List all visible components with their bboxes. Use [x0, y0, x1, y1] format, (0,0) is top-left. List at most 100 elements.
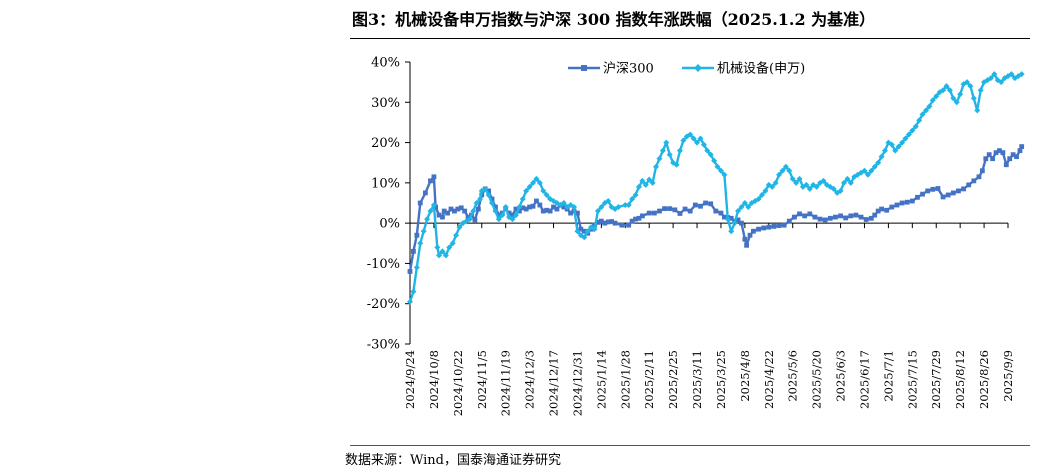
data-point [455, 206, 461, 212]
legend-marker [694, 64, 702, 72]
data-point [540, 187, 547, 194]
data-point [786, 218, 792, 224]
data-point [714, 163, 721, 170]
data-point [462, 208, 468, 214]
data-point [682, 206, 688, 212]
data-point [868, 215, 874, 221]
data-point [792, 214, 797, 220]
data-point [633, 216, 638, 222]
data-point [619, 222, 625, 228]
data-point [470, 208, 477, 215]
data-point [922, 107, 929, 114]
x-tick-label: 2025/1/28 [618, 350, 632, 409]
data-point [920, 191, 925, 197]
data-point [513, 206, 519, 212]
y-tick-label: 10% [371, 176, 400, 191]
x-tick-label: 2024/11/19 [499, 350, 513, 416]
data-point [615, 204, 622, 211]
data-point [602, 220, 608, 226]
series-hs300 [407, 144, 1025, 274]
y-tick-label: -10% [367, 257, 400, 272]
data-point [756, 226, 761, 232]
data-point [711, 157, 718, 164]
data-point [735, 208, 742, 215]
data-point [721, 214, 727, 220]
data-point [926, 103, 933, 110]
data-point [407, 298, 413, 305]
data-point [904, 199, 910, 205]
data-point [482, 185, 489, 192]
data-point [963, 79, 970, 86]
data-point [612, 220, 618, 226]
data-point [843, 215, 849, 221]
data-point [878, 153, 885, 160]
data-point [881, 147, 888, 154]
data-point [848, 213, 854, 219]
data-point [986, 152, 992, 158]
data-point [997, 148, 1002, 154]
y-tick-label: 30% [371, 96, 400, 111]
data-point [441, 208, 447, 214]
data-point [677, 211, 683, 216]
data-point [892, 147, 899, 154]
legend-marker [581, 65, 587, 71]
data-point [446, 244, 453, 251]
data-point [745, 204, 752, 211]
data-point [945, 192, 951, 198]
data-point [718, 210, 724, 216]
data-point [956, 188, 961, 194]
data-point [690, 135, 697, 142]
data-point [940, 87, 947, 94]
data-point [506, 214, 513, 221]
data-point [653, 163, 660, 170]
data-point [861, 167, 868, 174]
data-point [509, 216, 516, 223]
data-point [477, 195, 484, 202]
data-point [766, 224, 772, 230]
data-point [493, 204, 498, 210]
data-point [687, 208, 693, 214]
data-point [433, 204, 439, 210]
data-point [449, 240, 456, 247]
data-point [496, 212, 502, 218]
data-point [758, 191, 765, 198]
x-tick-label: 2025/2/11 [642, 350, 656, 409]
data-point [646, 210, 652, 216]
x-tick-label: 2025/4/22 [762, 350, 776, 409]
data-point [751, 228, 756, 234]
data-point [925, 188, 931, 194]
data-point [979, 168, 985, 174]
data-point [894, 202, 900, 208]
data-point [489, 196, 495, 202]
x-tick-label: 2025/7/1 [881, 350, 895, 402]
data-point [626, 222, 632, 228]
x-tick-label: 2025/7/15 [905, 350, 919, 409]
data-point [769, 183, 776, 190]
data-point [632, 191, 639, 198]
data-point [961, 186, 966, 192]
data-point [440, 214, 445, 220]
data-point [739, 220, 744, 226]
data-point [967, 83, 974, 90]
data-point [796, 175, 803, 182]
data-point [642, 181, 649, 188]
data-point [574, 228, 581, 235]
data-point [414, 232, 420, 238]
x-tick-label: 2025/6/3 [834, 350, 848, 402]
y-tick-label: 0% [379, 217, 400, 232]
data-point [635, 183, 642, 190]
data-point [742, 236, 748, 242]
data-point [442, 252, 449, 259]
data-point [899, 200, 905, 206]
data-point [728, 215, 734, 221]
x-tick-label: 2024/10/8 [427, 350, 441, 409]
series-machinery [407, 71, 1025, 305]
data-point [721, 171, 728, 178]
data-point [909, 127, 916, 134]
data-point [1008, 71, 1015, 78]
data-point [847, 179, 854, 186]
data-point [499, 212, 506, 219]
data-point [536, 179, 543, 186]
data-point [993, 150, 999, 156]
data-point [639, 213, 645, 219]
